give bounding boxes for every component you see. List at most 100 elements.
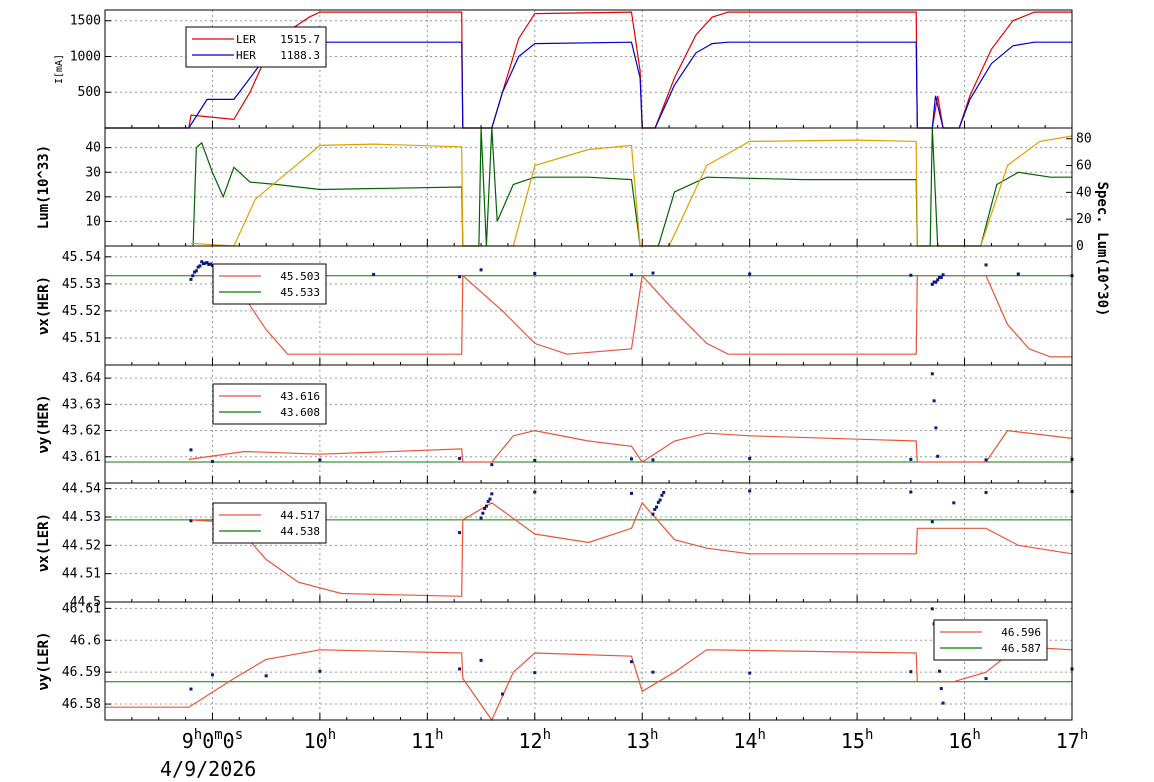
data-point [984,458,988,462]
legend-box [212,502,327,544]
data-point [458,531,462,535]
data-point [486,499,490,503]
ytick-label: 10 [85,214,101,229]
ytick-label: 500 [78,85,101,100]
series-line-speclum [190,135,1073,247]
legend-value: 46.596 [1001,626,1041,639]
ytick-label: 44.51 [62,567,101,582]
panel-luminosity: 10 20 30 40 Lum(10^33) 0 20 40 60 80 Spec. Lum(10^… [36,127,1110,316]
chart-panels: 500 1000 1500 I[mA] LER 1515.7 HER 1188.3 10 20 30… [36,9,1110,722]
data-point [210,460,214,464]
data-point [748,456,752,460]
date-label: 4/9/2026 [160,757,256,781]
data-point [941,273,945,277]
series-line-set [188,429,1073,463]
data-point [748,272,752,276]
xtick-label: 13h [626,727,659,753]
data-point [372,272,376,276]
data-point [655,505,659,509]
data-point [209,262,213,266]
xtick-label: 12h [519,727,552,753]
data-point [936,278,940,282]
ytick2-label: 60 [1076,159,1092,174]
legend: LER 1515.7 HER 1188.3 [185,26,327,68]
ylabel: Lum(10^33) [36,145,52,229]
data-point [952,501,956,505]
legend-box [933,619,1048,661]
data-point [937,669,941,673]
data-point [651,512,655,516]
ytick2-label: 80 [1076,132,1092,147]
data-point [936,454,940,458]
data-point [629,273,633,277]
ytick-label: 45.53 [62,277,101,292]
data-point [481,511,485,515]
data-point [629,660,633,664]
ytick-label: 1500 [70,14,101,29]
legend-box [185,26,327,68]
data-point [490,492,494,496]
ytick-label: 1000 [70,49,101,64]
data-point [930,607,934,611]
ylabel: I[mA] [54,54,65,84]
data-point [533,671,537,675]
data-point [629,457,633,461]
ytick-label: 40 [85,141,101,156]
data-point [939,687,943,691]
series-measured [189,372,1074,467]
ytick-label: 46.6 [70,633,101,648]
legend-value: 44.517 [280,509,320,522]
legend: 46.596 46.587 [933,619,1048,661]
ytick-label: 44.53 [62,510,101,525]
data-point [203,261,207,265]
legend-value: 43.616 [280,390,320,403]
data-point [479,268,483,272]
data-point [629,491,633,495]
xtick-label: 9h0m0s [182,727,243,753]
series-measured [189,260,1074,286]
data-point [934,280,938,284]
ytick-label: 43.64 [62,371,101,386]
data-point [196,265,200,269]
data-point [501,692,505,696]
data-point [748,671,752,675]
legend: 44.517 44.538 [212,502,327,544]
data-point [200,260,204,264]
data-point [189,519,193,523]
ytick-label: 45.52 [62,304,101,319]
data-point [909,670,913,674]
data-point [909,457,913,461]
legend-value: 45.533 [280,286,320,299]
data-point [210,673,214,677]
data-point [656,500,660,504]
xtick-label: 15h [841,727,874,753]
x-axis: 9h0m0s 10h 11h 12h 13h 14h 15h 16h 17h [182,727,1089,753]
data-point [201,262,205,266]
xtick-label: 11h [411,727,444,753]
data-point [658,498,662,502]
ytick-label: 44.54 [62,482,101,497]
legend: 43.616 43.608 [212,383,327,425]
data-point [264,674,268,678]
panel-frame [104,601,1073,721]
data-point [458,275,462,279]
legend-box [212,383,327,425]
data-point [939,276,943,280]
data-point [533,458,537,462]
series-line-set [105,645,1073,722]
data-point [458,667,462,671]
data-point [458,456,462,460]
data-point [483,506,487,510]
data-point [651,271,655,275]
ylabel: νy(HER) [36,394,52,453]
xtick-label: 10h [304,727,337,753]
ytick2-label: 40 [1076,185,1092,200]
data-point [488,497,492,501]
data-point [194,269,198,273]
xtick-label: 17h [1056,727,1089,753]
data-point [198,264,202,268]
data-point [484,504,488,508]
ytick-label: 43.61 [62,450,101,465]
data-point [934,426,938,430]
legend-value: 46.587 [1001,642,1041,655]
